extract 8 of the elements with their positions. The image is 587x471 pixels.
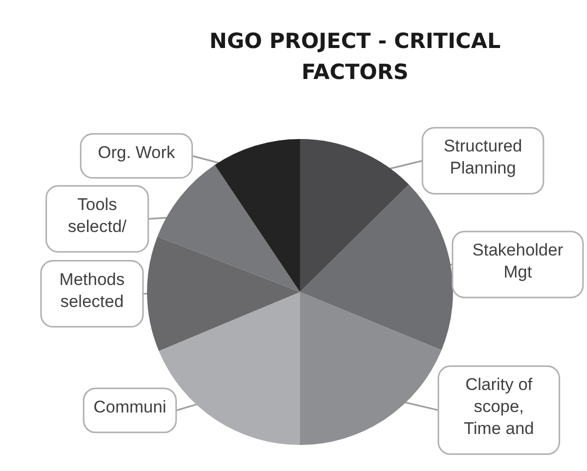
slice-label: Stakeholder Mgt [472, 240, 564, 282]
slice-label: Structured Planning [444, 136, 522, 178]
slice-label: Methods selected [59, 270, 125, 311]
slice-label: Org. Work [98, 142, 176, 162]
chart-title: NGO PROJECT - CRITICAL FACTORS [209, 29, 501, 84]
slice-label: Communi [93, 397, 166, 416]
slice-label: Tools selectd/ [68, 194, 127, 236]
slice-label: Clarity of scope, Time and [464, 375, 534, 438]
